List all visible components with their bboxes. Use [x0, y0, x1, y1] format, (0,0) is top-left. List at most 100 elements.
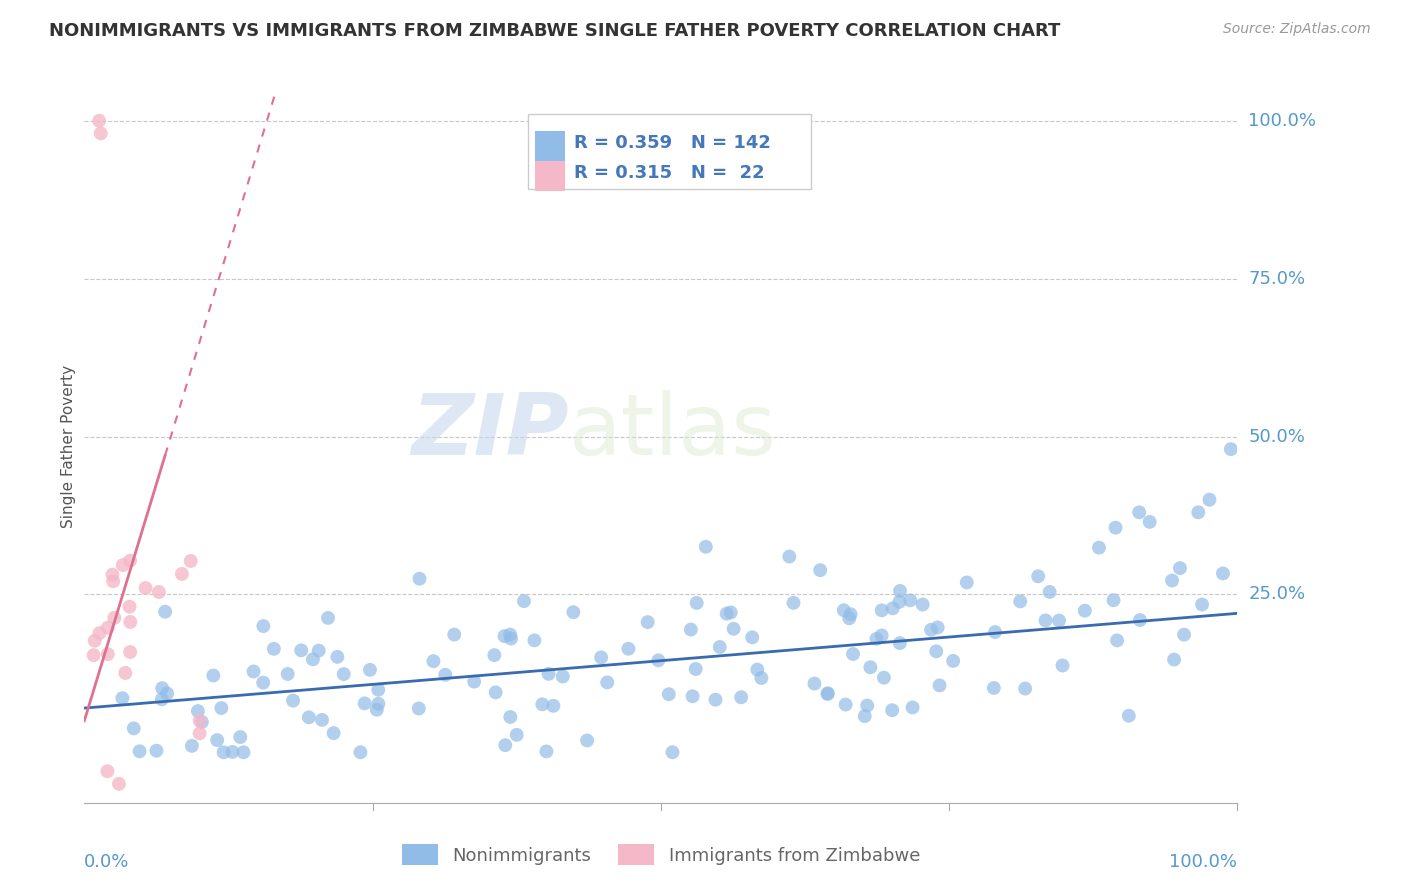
- Y-axis label: Single Father Poverty: Single Father Poverty: [60, 365, 76, 527]
- Point: [83, 633, 105, 648]
- Point: [751, 671, 773, 685]
- Point: [686, 596, 709, 610]
- Point: [834, 698, 856, 712]
- Point: [882, 703, 904, 717]
- Point: [889, 583, 911, 598]
- Point: [180, 554, 202, 568]
- Point: [221, 745, 243, 759]
- Text: 100.0%: 100.0%: [1170, 853, 1237, 871]
- Point: [1010, 594, 1032, 608]
- Point: [232, 745, 254, 759]
- Point: [873, 671, 896, 685]
- Point: [513, 594, 536, 608]
- Point: [485, 685, 508, 699]
- Point: [536, 744, 558, 758]
- Point: [170, 566, 193, 581]
- Point: [1168, 561, 1191, 575]
- Point: [422, 654, 444, 668]
- Point: [263, 641, 285, 656]
- Point: [252, 675, 274, 690]
- Point: [723, 622, 745, 636]
- Point: [229, 730, 252, 744]
- Point: [716, 607, 738, 621]
- Point: [128, 744, 150, 758]
- Point: [367, 682, 389, 697]
- Point: [281, 693, 304, 707]
- Point: [120, 554, 142, 568]
- Point: [290, 643, 312, 657]
- Point: [882, 601, 904, 615]
- Point: [191, 714, 214, 729]
- Point: [443, 627, 465, 641]
- Point: [322, 726, 344, 740]
- Text: 25.0%: 25.0%: [1249, 585, 1306, 603]
- Point: [551, 669, 574, 683]
- Point: [494, 738, 516, 752]
- Point: [202, 668, 225, 682]
- Point: [870, 603, 893, 617]
- Point: [1039, 585, 1062, 599]
- Point: [111, 691, 134, 706]
- Point: [782, 596, 804, 610]
- Point: [188, 714, 211, 728]
- Point: [911, 598, 934, 612]
- Text: 0.0%: 0.0%: [84, 853, 129, 871]
- FancyBboxPatch shape: [536, 130, 565, 161]
- Point: [817, 687, 839, 701]
- Text: R = 0.359   N = 142: R = 0.359 N = 142: [575, 134, 772, 152]
- Point: [97, 647, 120, 661]
- Point: [1161, 574, 1184, 588]
- Point: [1074, 604, 1097, 618]
- Point: [1026, 569, 1049, 583]
- Point: [1088, 541, 1111, 555]
- Point: [617, 641, 640, 656]
- Point: [148, 585, 170, 599]
- Point: [778, 549, 800, 564]
- Point: [188, 726, 211, 740]
- Point: [741, 631, 763, 645]
- Point: [956, 575, 979, 590]
- Point: [889, 595, 911, 609]
- Point: [349, 745, 371, 759]
- Point: [302, 652, 325, 666]
- Point: [277, 667, 299, 681]
- Point: [122, 722, 145, 736]
- Point: [838, 611, 860, 625]
- Point: [853, 709, 876, 723]
- Point: [499, 710, 522, 724]
- Point: [839, 607, 862, 622]
- Point: [1219, 442, 1241, 457]
- Point: [682, 690, 704, 704]
- Point: [983, 681, 1005, 695]
- Point: [661, 745, 683, 759]
- Text: atlas: atlas: [568, 390, 776, 474]
- Point: [145, 744, 167, 758]
- Point: [1139, 515, 1161, 529]
- Point: [1118, 708, 1140, 723]
- Point: [984, 625, 1007, 640]
- Point: [311, 713, 333, 727]
- Point: [576, 733, 599, 747]
- Point: [499, 627, 522, 641]
- Point: [1198, 492, 1220, 507]
- Text: 100.0%: 100.0%: [1249, 112, 1316, 129]
- Point: [366, 703, 388, 717]
- Point: [187, 704, 209, 718]
- Point: [1129, 613, 1152, 627]
- Point: [720, 606, 742, 620]
- Point: [326, 649, 349, 664]
- Point: [679, 623, 702, 637]
- Point: [494, 629, 516, 643]
- Point: [803, 676, 825, 690]
- Point: [97, 621, 120, 635]
- Point: [1212, 566, 1234, 581]
- Point: [695, 540, 717, 554]
- Point: [859, 660, 882, 674]
- Point: [353, 697, 375, 711]
- FancyBboxPatch shape: [536, 161, 565, 191]
- Point: [308, 643, 330, 657]
- Point: [298, 710, 321, 724]
- Point: [1102, 593, 1125, 607]
- Point: [596, 675, 619, 690]
- Point: [658, 687, 681, 701]
